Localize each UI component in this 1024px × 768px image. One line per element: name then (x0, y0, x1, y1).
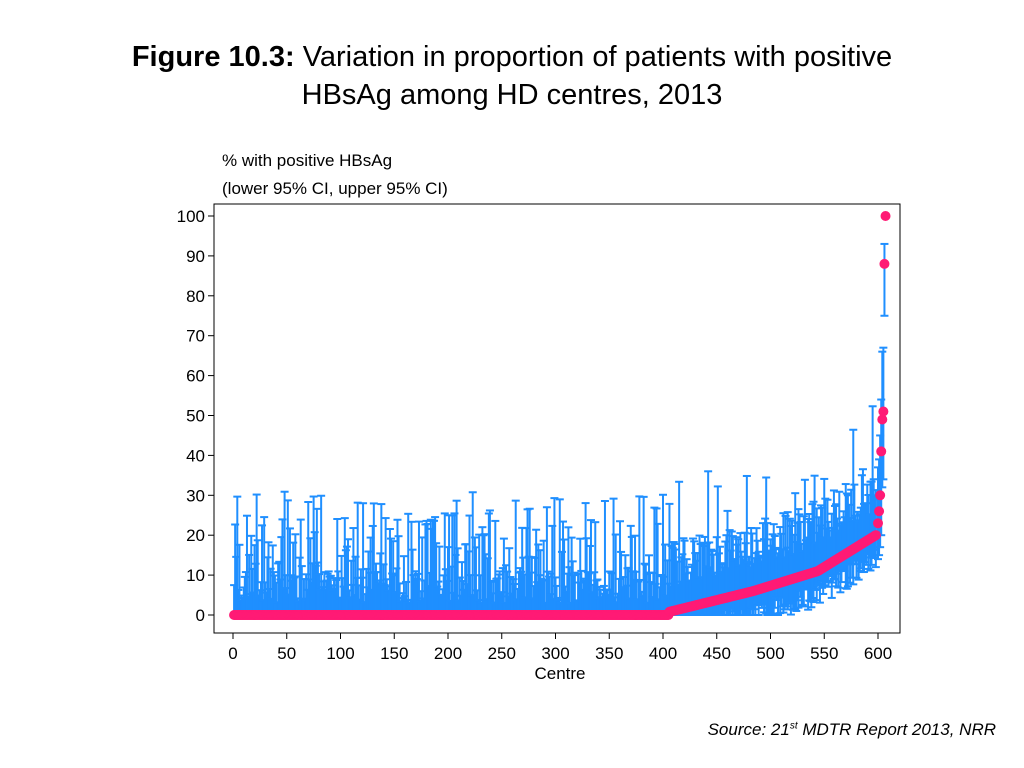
x-tick-label: 200 (434, 644, 462, 663)
x-tick-label: 0 (228, 644, 237, 663)
y-tick-label: 30 (186, 486, 205, 505)
source-superscript: st (789, 720, 798, 732)
x-tick-label: 400 (649, 644, 677, 663)
x-tick-label: 300 (541, 644, 569, 663)
data-point (873, 518, 883, 529)
y-tick-label: 70 (186, 327, 205, 346)
data-point (870, 530, 881, 541)
ci-errorbar (842, 492, 851, 590)
data-point (878, 406, 889, 417)
x-tick-label: 550 (810, 644, 838, 663)
figure-title: Figure 10.3: Variation in proportion of … (0, 38, 1024, 114)
figure-number: Figure 10.3: (131, 41, 295, 73)
figure-title-line1: Variation in proportion of patients with… (302, 41, 893, 73)
ci-errorbar (880, 242, 889, 317)
x-axis-label: Centre (534, 664, 585, 683)
plot-frame (213, 203, 901, 634)
ci-errorbar (799, 515, 808, 608)
x-tick-label: 450 (703, 644, 731, 663)
y-tick-label: 50 (186, 407, 205, 426)
y-axis-label-line1: % with positive HBsAg (222, 151, 392, 170)
x-tick-label: 50 (277, 644, 296, 663)
x-tick-label: 150 (380, 644, 408, 663)
y-tick-label: 60 (186, 367, 205, 386)
y-tick-label: 10 (186, 566, 205, 585)
ci-errorbar (804, 517, 813, 611)
figure-title-line2: HBsAg among HD centres, 2013 (301, 79, 723, 111)
data-point (874, 506, 885, 517)
data-point (879, 258, 890, 269)
ci-errorbar (791, 492, 800, 611)
data-point (875, 490, 886, 501)
y-tick-label: 90 (186, 247, 205, 266)
source-text-rest: MDTR Report 2013, NRR (797, 720, 996, 739)
y-axis-label-line2: (lower 95% CI, upper 95% CI) (222, 179, 448, 198)
x-tick-label: 250 (488, 644, 516, 663)
source-note: Source: 21st MDTR Report 2013, NRR (708, 720, 996, 740)
x-tick-label: 500 (756, 644, 784, 663)
chart-axes: 0 10 20 30 40 50 60 70 80 90 100 0 50 100 150 200 250 300… (177, 207, 893, 663)
ci-errorbar (779, 512, 788, 614)
y-tick-label: 100 (177, 207, 205, 226)
data-point (877, 414, 888, 425)
x-tick-label: 600 (864, 644, 892, 663)
y-tick-label: 20 (186, 526, 205, 545)
ci-errorbar (849, 428, 858, 586)
x-tick-label: 100 (326, 644, 354, 663)
y-tick-label: 80 (186, 287, 205, 306)
source-text: Source: 21 (707, 720, 790, 739)
ci-errorbar (786, 524, 795, 616)
data-point (880, 211, 891, 221)
data-point (876, 446, 887, 457)
y-tick-label: 40 (186, 446, 205, 465)
chart-marks (229, 211, 891, 620)
y-tick-label: 0 (196, 606, 205, 625)
x-tick-label: 350 (595, 644, 623, 663)
